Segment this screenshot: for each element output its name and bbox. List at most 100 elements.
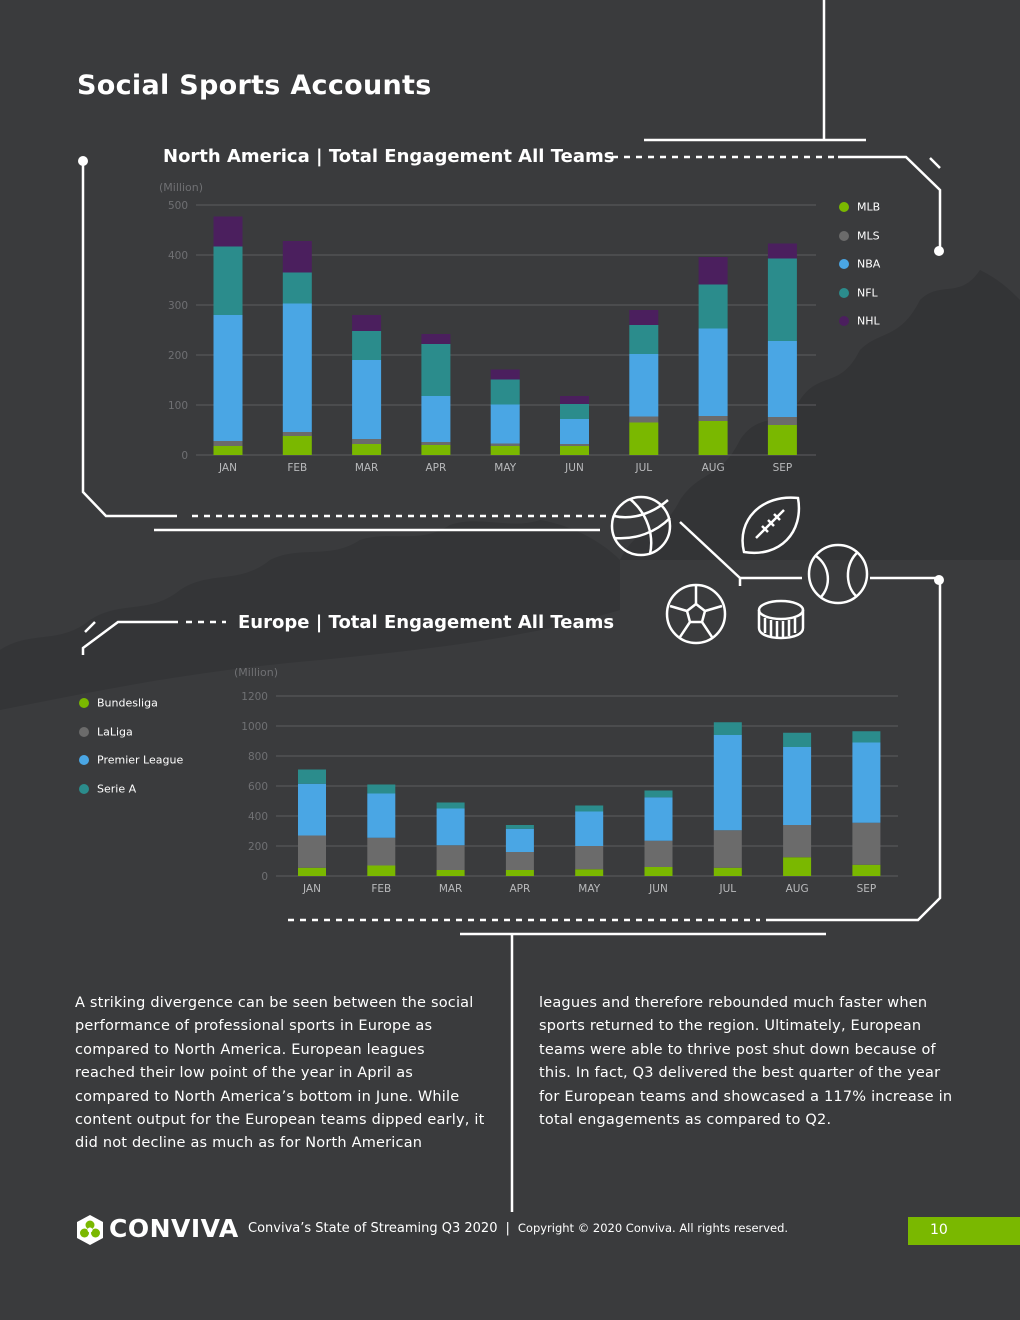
- eu-x-tick-label: APR: [509, 883, 530, 895]
- na-x-tick-label: JUL: [634, 462, 652, 474]
- na-bar-nba-mar: [352, 360, 382, 439]
- eu-bar-serie-a-mar: [436, 802, 465, 809]
- eu-bar-laliga-mar: [436, 845, 465, 870]
- eu-bar-bundesliga-may: [575, 869, 604, 876]
- na-legend-swatch-nhl: [839, 316, 849, 326]
- eu-bar-bundesliga-jun: [644, 867, 673, 876]
- na-bar-nfl-feb: [282, 272, 312, 304]
- na-bar-nhl-feb: [282, 241, 312, 273]
- na-bar-mlb-jan: [213, 446, 243, 455]
- eu-bar-bundesliga-apr: [505, 870, 534, 876]
- na-legend-swatch-nfl: [839, 287, 849, 298]
- eu-bar-laliga-may: [575, 846, 604, 870]
- eu-bar-laliga-apr: [505, 852, 534, 870]
- na-bar-nfl-sep: [767, 258, 797, 341]
- eu-bar-serie-a-jan: [298, 769, 326, 784]
- eu-bar-serie-a-may: [575, 805, 604, 812]
- eu-bar-serie-a-sep: [852, 731, 881, 743]
- eu-bar-premier-league-apr: [505, 828, 534, 852]
- na-bar-nhl-mar: [352, 315, 382, 331]
- na-x-tick-label: APR: [425, 462, 446, 474]
- na-bar-nfl-jan: [213, 246, 243, 315]
- na-legend-label: NBA: [857, 257, 881, 271]
- page-number: 10: [930, 1222, 948, 1238]
- eu-legend-label: Serie A: [97, 782, 137, 795]
- na-x-tick-label: MAY: [494, 462, 516, 474]
- na-bar-nba-feb: [282, 303, 312, 432]
- na-y-tick-label: 300: [168, 300, 188, 312]
- eu-bar-bundesliga-jul: [713, 867, 742, 876]
- basketball-icon: [610, 495, 672, 557]
- eu-y-tick-label: 600: [248, 781, 268, 793]
- eu-y-tick-label: 1000: [241, 721, 268, 733]
- crowd-silhouette-upper: [620, 270, 1020, 560]
- na-bar-mls-jul: [629, 416, 659, 423]
- eu-bar-laliga-jul: [713, 830, 742, 868]
- footer-report-title: Conviva’s State of Streaming Q3 2020: [248, 1221, 498, 1236]
- conviva-logo-icon: [77, 1215, 103, 1245]
- eu-legend-item-serie-a: Serie A: [79, 782, 136, 796]
- na-bar-nfl-jul: [629, 325, 659, 354]
- na-bar-nba-jan: [213, 315, 243, 441]
- eu-bar-bundesliga-sep: [852, 864, 881, 876]
- footer-copyright: Copyright © 2020 Conviva. All rights res…: [517, 1221, 789, 1235]
- eu-chart-legend: Bundesliga LaLiga Premier League Serie A: [79, 696, 229, 806]
- eu-bar-premier-league-mar: [436, 808, 465, 846]
- na-bar-mls-aug: [698, 416, 728, 421]
- eu-bar-bundesliga-mar: [436, 870, 465, 876]
- eu-bar-serie-a-apr: [505, 825, 534, 829]
- na-bar-mlb-jun: [560, 446, 589, 455]
- na-legend-item-mls: MLS: [839, 229, 880, 243]
- conviva-wordmark: CONVIVA: [109, 1214, 239, 1243]
- na-y-tick-label: 400: [168, 250, 188, 262]
- eu-legend-label: Premier League: [97, 753, 184, 767]
- eu-x-tick-label: JUN: [648, 883, 668, 895]
- na-bar-nhl-aug: [698, 257, 728, 285]
- na-bar-nba-jul: [629, 354, 659, 417]
- eu-x-tick-label: FEB: [371, 883, 391, 895]
- eu-bar-laliga-feb: [367, 837, 396, 866]
- page-title: Social Sports Accounts: [77, 70, 432, 101]
- na-unit-label: (Million): [159, 181, 203, 194]
- na-legend-label: MLB: [857, 200, 881, 214]
- eu-bar-premier-league-may: [575, 811, 604, 846]
- na-chart-legend: MLB MLS NBA NFL NHL: [839, 200, 959, 340]
- eu-x-tick-label: AUG: [786, 883, 809, 895]
- na-bar-nhl-apr: [421, 334, 451, 344]
- na-x-tick-label: MAR: [355, 462, 379, 474]
- na-x-tick-label: FEB: [287, 462, 307, 474]
- na-x-tick-label: AUG: [702, 462, 725, 474]
- soccer-ball-icon: [665, 583, 727, 645]
- na-legend-item-mlb: MLB: [839, 200, 880, 214]
- eu-y-tick-label: 1200: [241, 691, 268, 703]
- eu-legend-label: LaLiga: [97, 725, 133, 738]
- hockey-puck-icon: [757, 599, 805, 640]
- na-bar-mls-jun: [560, 444, 589, 446]
- na-legend-item-nfl: NFL: [839, 286, 878, 300]
- eu-bar-premier-league-jul: [713, 735, 742, 831]
- eu-legend-item-bundesliga: Bundesliga: [79, 696, 158, 710]
- na-bar-nfl-apr: [421, 344, 451, 396]
- na-bar-nfl-aug: [698, 284, 728, 329]
- crowd-silhouette-lower: [0, 520, 620, 710]
- na-bar-mls-feb: [282, 432, 312, 436]
- eu-chart-title: Europe | Total Engagement All Teams: [238, 612, 615, 633]
- na-x-tick-label: SEP: [773, 462, 793, 474]
- eu-bar-premier-league-feb: [367, 793, 396, 838]
- na-bar-mlb-feb: [282, 436, 312, 455]
- na-bar-nba-aug: [698, 328, 728, 416]
- na-bar-nhl-may: [490, 369, 520, 380]
- eu-bar-bundesliga-jan: [298, 867, 326, 876]
- na-bar-nba-apr: [421, 396, 451, 442]
- na-bar-nfl-may: [490, 379, 520, 405]
- na-chart-title: North America | Total Engagement All Tea…: [163, 146, 615, 167]
- eu-legend-item-laliga: LaLiga: [79, 725, 133, 739]
- na-legend-label: MLS: [857, 229, 880, 242]
- na-legend-swatch-mlb: [839, 202, 849, 212]
- eu-bar-laliga-jan: [298, 835, 326, 868]
- eu-bar-premier-league-jan: [298, 783, 326, 836]
- na-bar-mlb-jul: [629, 422, 659, 455]
- na-legend-swatch-mls: [839, 230, 849, 241]
- eu-bar-bundesliga-feb: [367, 865, 396, 876]
